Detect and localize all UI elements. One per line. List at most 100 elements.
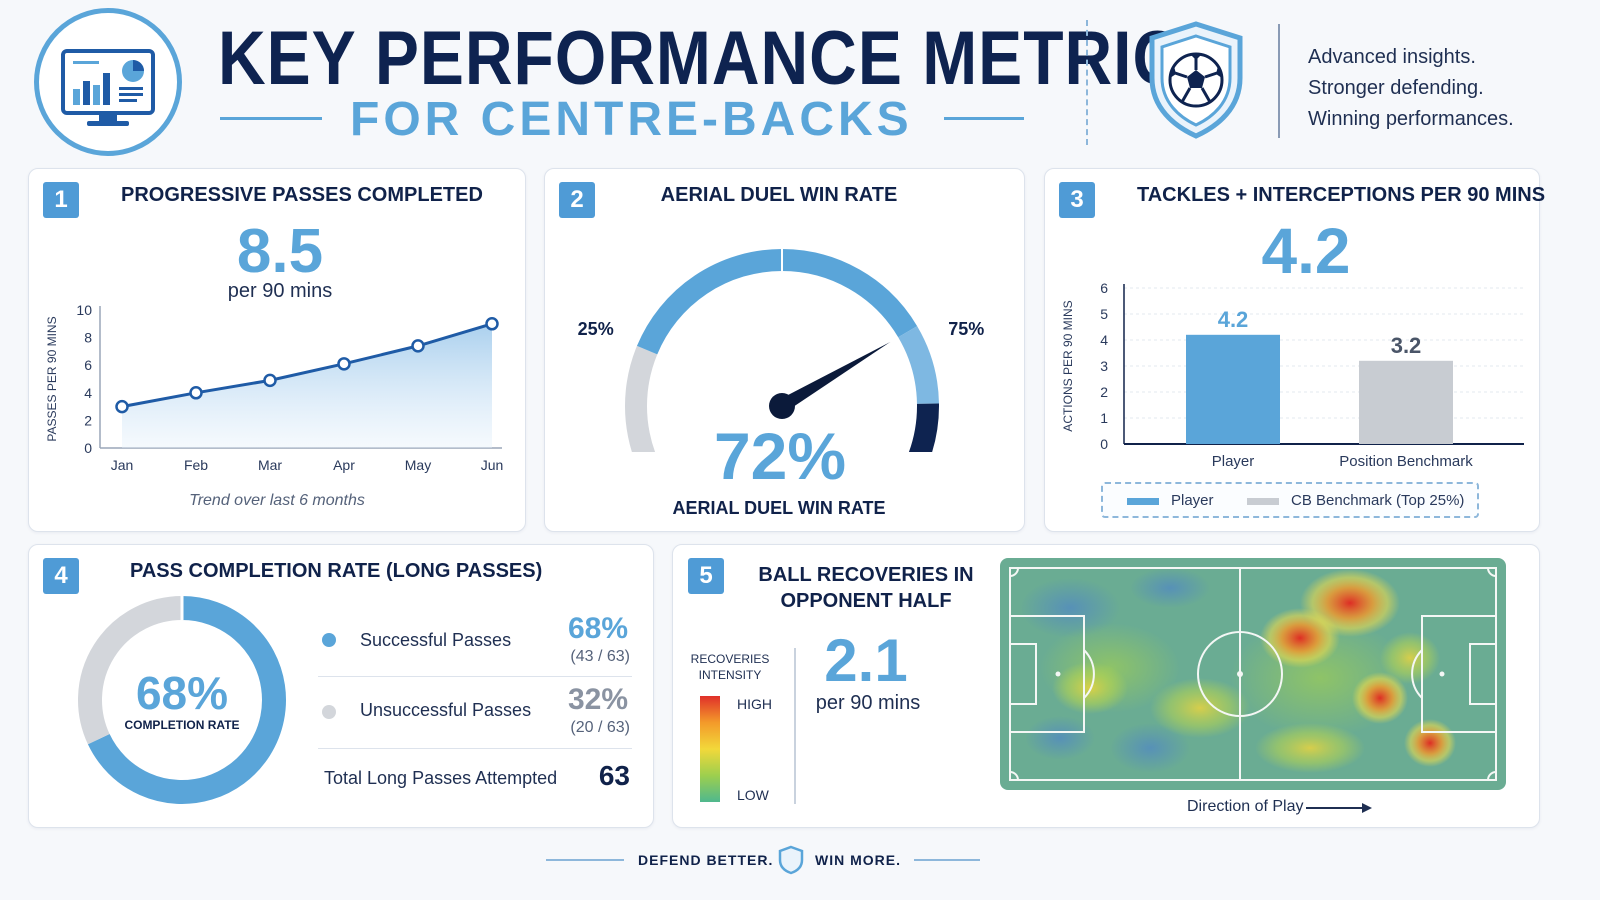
- panel-tackles-interceptions: [1044, 168, 1540, 532]
- panel-badge-5: 5: [688, 558, 724, 594]
- pitch-heatmap: [1000, 558, 1506, 790]
- fail-label: Unsuccessful Passes: [360, 700, 532, 720]
- y-axis-label: ACTIONS PER 90 MINS: [1061, 300, 1075, 431]
- y-tick-label: 4: [1100, 332, 1108, 348]
- pitch-spots: [1055, 671, 1445, 677]
- footer-rule-right: [914, 859, 980, 861]
- data-point: [337, 357, 351, 371]
- total-label: Total Long Passes Attempted: [324, 768, 558, 788]
- footer-right-text: WIN MORE.: [815, 852, 901, 868]
- gauge-band-high: [908, 403, 939, 452]
- gauge-tick-label: 25%: [578, 319, 614, 339]
- bar-legend: Player CB Benchmark (Top 25%): [1101, 482, 1479, 518]
- donut-slice-unsuccessful-passes: [78, 596, 183, 745]
- legend-label-benchmark: CB Benchmark (Top 25%): [1291, 492, 1465, 509]
- analytics-monitor-icon: [34, 8, 182, 156]
- fail-pct: 32%: [567, 683, 628, 716]
- footer-rule-left: [546, 859, 624, 861]
- data-point: [411, 339, 425, 353]
- legend-divider: [794, 648, 796, 804]
- heat-blobs: [1020, 568, 1456, 773]
- panel-badge-2: 2: [559, 182, 595, 218]
- x-tick-label: May: [405, 457, 431, 473]
- line-chart: 0 2 4 6 8 10 Jan Feb Mar Apr May Jun PASSES PER 90 M…: [45, 302, 504, 473]
- x-tick-label: Position Benchmark: [1339, 453, 1473, 470]
- bar-player: [1186, 334, 1280, 444]
- shield-icon: [778, 845, 804, 875]
- x-tick-label: Feb: [184, 457, 208, 473]
- bar-value-label: 4.2: [1218, 307, 1249, 332]
- subtitle-rule-right: [944, 117, 1024, 120]
- intensity-legend-title-1: RECOVERIES: [690, 652, 770, 666]
- progressive-passes-unit: per 90 mins: [227, 280, 333, 302]
- total-value: 63: [598, 760, 630, 791]
- header-divider: [1278, 24, 1280, 138]
- y-tick-label: 6: [84, 357, 92, 373]
- panel-title-4: PASS COMPLETION RATE (LONG PASSES): [130, 560, 543, 582]
- panel-badge-4: 4: [43, 558, 79, 594]
- x-tick-label: Apr: [333, 457, 355, 473]
- panel-title-1: PROGRESSIVE PASSES COMPLETED: [121, 184, 483, 206]
- y-axis-label: PASSES PER 90 MINS: [45, 316, 59, 441]
- panel-aerial-duels: [544, 168, 1025, 532]
- aerial-duel-caption: AERIAL DUEL WIN RATE: [672, 498, 886, 518]
- y-tick-label: 0: [1100, 436, 1108, 452]
- y-tick-label: 8: [84, 330, 92, 346]
- fail-detail: (20 / 63): [570, 719, 630, 736]
- panel-title-3: TACKLES + INTERCEPTIONS PER 90 MINS: [1137, 184, 1546, 206]
- legend-label-player: Player: [1171, 492, 1214, 509]
- gauge-chart: 0%25%50%75%100%: [578, 249, 984, 452]
- success-label: Successful Passes: [360, 630, 512, 650]
- donut-center-value: 68%: [135, 667, 229, 719]
- donut-chart: [78, 596, 286, 804]
- gauge-band: [636, 249, 783, 355]
- footer-left-text: DEFEND BETTER.: [638, 852, 774, 868]
- y-tick-label: 5: [1100, 306, 1108, 322]
- donut-slice-successful-passes: [87, 596, 286, 804]
- subtitle-rule-left: [220, 117, 322, 120]
- donut-center-label: COMPLETION RATE: [124, 718, 240, 732]
- tagline-line-3: Winning performances.: [1308, 108, 1514, 130]
- panel-badge-1: 1: [43, 182, 79, 218]
- progressive-passes-value: 8.5: [236, 217, 324, 286]
- bar-chart: 0 1 2 3 4 5 6 ACTIONS PER 90 MINS 4.2 Player 3.2 Po…: [1061, 280, 1524, 470]
- gauge-band-low: [625, 345, 658, 452]
- data-point: [485, 317, 499, 331]
- data-point: [189, 386, 203, 400]
- gauge-tick-label: 75%: [948, 319, 984, 339]
- row-divider: [318, 676, 632, 677]
- legend-swatch-benchmark: [1247, 498, 1279, 505]
- y-tick-label: 10: [76, 302, 92, 318]
- row-divider: [318, 748, 632, 749]
- series-line: [121, 322, 493, 409]
- tackles-value: 4.2: [1261, 215, 1351, 287]
- arrow-right-icon: [1306, 803, 1372, 813]
- panel-title-5-line2: OPPONENT HALF: [780, 590, 952, 612]
- direction-of-play-label: Direction of Play: [1187, 798, 1304, 815]
- x-tick-label: Player: [1212, 453, 1255, 470]
- y-tick-label: 2: [1100, 384, 1108, 400]
- page-subtitle: FOR CENTRE-BACKS: [350, 93, 913, 146]
- data-point: [115, 399, 129, 414]
- intensity-scale-bar: [700, 696, 720, 802]
- tagline-line-2: Stronger defending.: [1308, 77, 1484, 99]
- tagline-line-1: Advanced insights.: [1308, 46, 1476, 68]
- page-title: KEY PERFORMANCE METRICS: [218, 15, 1227, 101]
- data-point: [263, 373, 277, 388]
- legend-swatch-player: [1127, 498, 1159, 505]
- trend-caption: Trend over last 6 months: [189, 492, 365, 509]
- recoveries-value: 2.1: [824, 627, 908, 694]
- football-shield-icon: [1146, 20, 1246, 145]
- line-area: [122, 323, 492, 448]
- y-tick-label: 1: [1100, 410, 1108, 426]
- x-tick-label: Jun: [481, 457, 504, 473]
- x-tick-label: Mar: [258, 457, 282, 473]
- aerial-duel-value: 72%: [713, 419, 847, 493]
- y-tick-label: 4: [84, 385, 92, 401]
- gauge-pivot: [769, 393, 795, 419]
- panel-badge-3: 3: [1059, 182, 1095, 218]
- y-tick-label: 6: [1100, 280, 1108, 296]
- fail-dot: [322, 705, 336, 719]
- success-pct: 68%: [567, 612, 628, 645]
- panel-title-5-line1: BALL RECOVERIES IN: [758, 564, 974, 586]
